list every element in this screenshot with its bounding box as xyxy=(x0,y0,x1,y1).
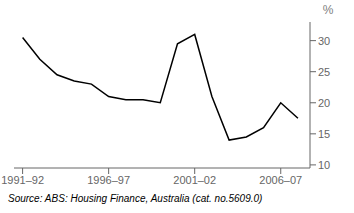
svg-text:2006–07: 2006–07 xyxy=(259,174,302,186)
svg-text:2001–02: 2001–02 xyxy=(173,174,216,186)
svg-text:1996–97: 1996–97 xyxy=(87,174,130,186)
svg-text:10: 10 xyxy=(318,159,330,171)
svg-text:25: 25 xyxy=(318,66,330,78)
svg-text:20: 20 xyxy=(318,97,330,109)
svg-text:30: 30 xyxy=(318,35,330,47)
html-text:Source: ABS: Housing Finance,: Source: ABS: Housing Finance, Australia … xyxy=(8,193,263,204)
svg-text:%: % xyxy=(323,3,334,17)
svg-text:1991–92: 1991–92 xyxy=(8,174,44,186)
svg-text:15: 15 xyxy=(318,128,330,140)
